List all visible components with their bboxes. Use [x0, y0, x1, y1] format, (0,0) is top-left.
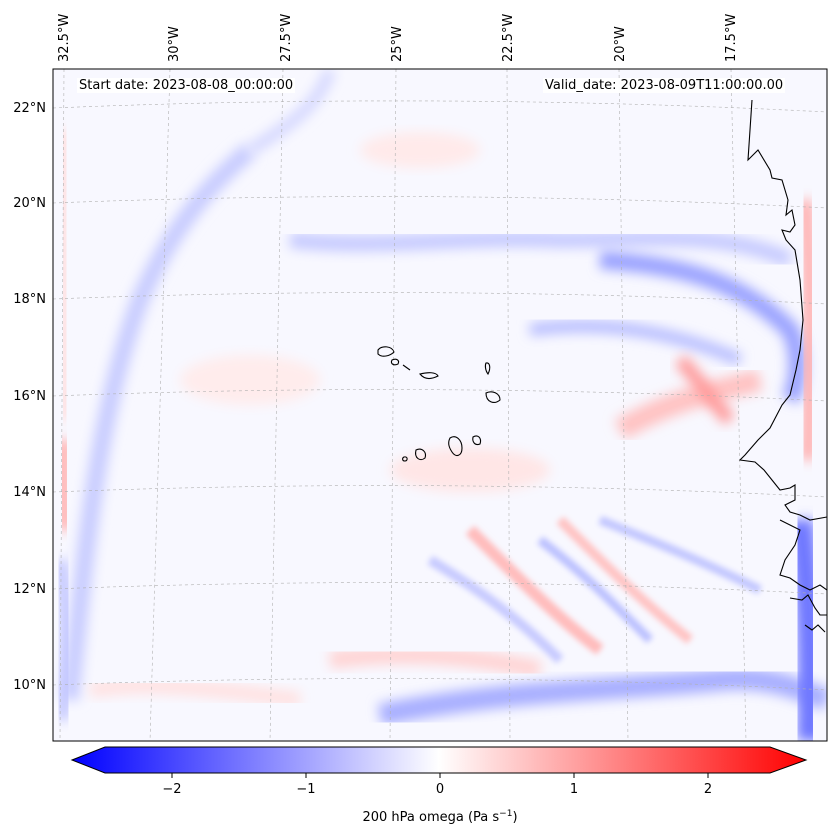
omega-band-ascent-mid — [529, 320, 743, 366]
gridline-lon-4 — [389, 69, 397, 741]
colorbar-tick-label: −2 — [162, 782, 181, 797]
omega-band-ascent-west — [61, 143, 256, 701]
island-santo-antao — [377, 346, 395, 357]
omega-patch-descent-2 — [390, 448, 550, 492]
gridline-lon-7 — [730, 69, 747, 741]
coastlines — [377, 99, 827, 633]
colorbar-tick-label: −1 — [296, 782, 315, 797]
omega-patch-descent-1 — [180, 355, 320, 405]
lon-label: 27.5°W — [279, 14, 294, 62]
colorbar-label: 200 hPa omega (Pa s−1) — [362, 809, 517, 825]
gridline-lat-3 — [53, 292, 827, 305]
lat-label: 10°N — [13, 678, 46, 693]
gridline-lat-4 — [53, 389, 827, 402]
omega-patch-descent-3 — [360, 132, 480, 168]
colorbar-label-sup: −1 — [499, 809, 512, 819]
omega-band-descent-west-core — [53, 439, 76, 531]
omega-band-ascent-north — [246, 69, 336, 156]
omega-band-descent-sw — [88, 677, 301, 708]
start-date-label: Start date: 2023-08-08_00:00:00 — [77, 78, 296, 93]
omega-band-ascent-east — [787, 518, 824, 741]
lon-label: 17.5°W — [724, 14, 739, 62]
omega-streak-descent-2 — [556, 516, 694, 644]
lat-label: 20°N — [13, 196, 46, 211]
colorbar: −2 −1 0 1 2 200 hPa omega (Pa s−1) — [70, 746, 808, 825]
gridline-lon-5 — [506, 69, 511, 741]
omega-band-descent-south — [328, 645, 542, 679]
gridline-lon-3 — [269, 69, 284, 741]
omega-band-descent-mid — [614, 369, 763, 440]
omega-band-ascent-edge — [53, 558, 74, 722]
valid-date-label: Valid_date: 2023-08-09T11:00:00.00 — [543, 78, 786, 93]
omega-field — [53, 69, 827, 741]
gridline-lon-2 — [149, 69, 171, 741]
lon-label: 25°W — [390, 26, 405, 62]
island-sao-vicente — [390, 358, 400, 366]
island-brava — [402, 456, 408, 462]
omega-band-ascent-coast — [599, 251, 807, 405]
gridline-lat-2 — [53, 196, 827, 209]
omega-band-ascent-south — [377, 668, 827, 726]
omega-band-descent-core — [674, 355, 736, 425]
island-santa-luzia — [402, 364, 411, 371]
lon-label: 20°W — [613, 26, 628, 62]
colorbar-tick-label: 1 — [570, 782, 578, 797]
gridline-lat-5 — [53, 485, 827, 498]
lat-label: 18°N — [13, 292, 46, 307]
gridline-lat-1 — [53, 100, 827, 113]
lon-labels: 32.5°W 30°W 27.5°W 25°W 22.5°W 20°W 17.5… — [57, 14, 739, 62]
island-boa-vista — [485, 391, 501, 403]
island-sao-nicolau — [419, 372, 439, 379]
colorbar-bar — [70, 746, 808, 774]
map-frame — [52, 68, 828, 742]
gridline-lon-1 — [59, 69, 65, 741]
colorbar-tick-labels: −2 −1 0 1 2 — [162, 782, 712, 797]
omega-band-ascent-upper — [289, 230, 794, 268]
map-panel — [52, 68, 828, 742]
omega-streak-ascent-1 — [427, 555, 564, 664]
gridline-lat-6 — [53, 582, 827, 595]
island-fogo — [415, 448, 426, 461]
gridline-lat-7 — [53, 678, 827, 691]
omega-band-descent-west — [56, 129, 73, 421]
coastline-africa — [738, 99, 827, 633]
omega-streak-descent-1 — [465, 525, 604, 655]
colorbar-label-main: 200 hPa omega (Pa s — [362, 810, 499, 825]
colorbar-tick-label: 2 — [704, 782, 712, 797]
omega-streak-ascent-2 — [537, 536, 654, 644]
island-maio — [472, 435, 482, 446]
lon-label: 22.5°W — [501, 14, 516, 62]
lon-label: 32.5°W — [57, 14, 72, 62]
island-sal — [484, 362, 491, 376]
colorbar-ticks — [171, 773, 709, 778]
lat-label: 14°N — [13, 485, 46, 500]
lat-labels: 22°N 20°N 18°N 16°N 14°N 12°N 10°N — [13, 101, 46, 693]
gridline-lon-6 — [618, 69, 629, 741]
lat-label: 22°N — [13, 101, 46, 116]
omega-streak-ascent-3 — [598, 515, 763, 595]
lat-label: 12°N — [13, 582, 46, 597]
lat-label: 16°N — [13, 389, 46, 404]
lon-label: 30°W — [167, 26, 182, 62]
colorbar-label-end: ) — [512, 810, 517, 825]
gridlines — [53, 69, 827, 741]
colorbar-tick-label: 0 — [436, 782, 444, 797]
omega-band-descent-coast — [797, 199, 819, 461]
island-santiago — [448, 436, 463, 457]
